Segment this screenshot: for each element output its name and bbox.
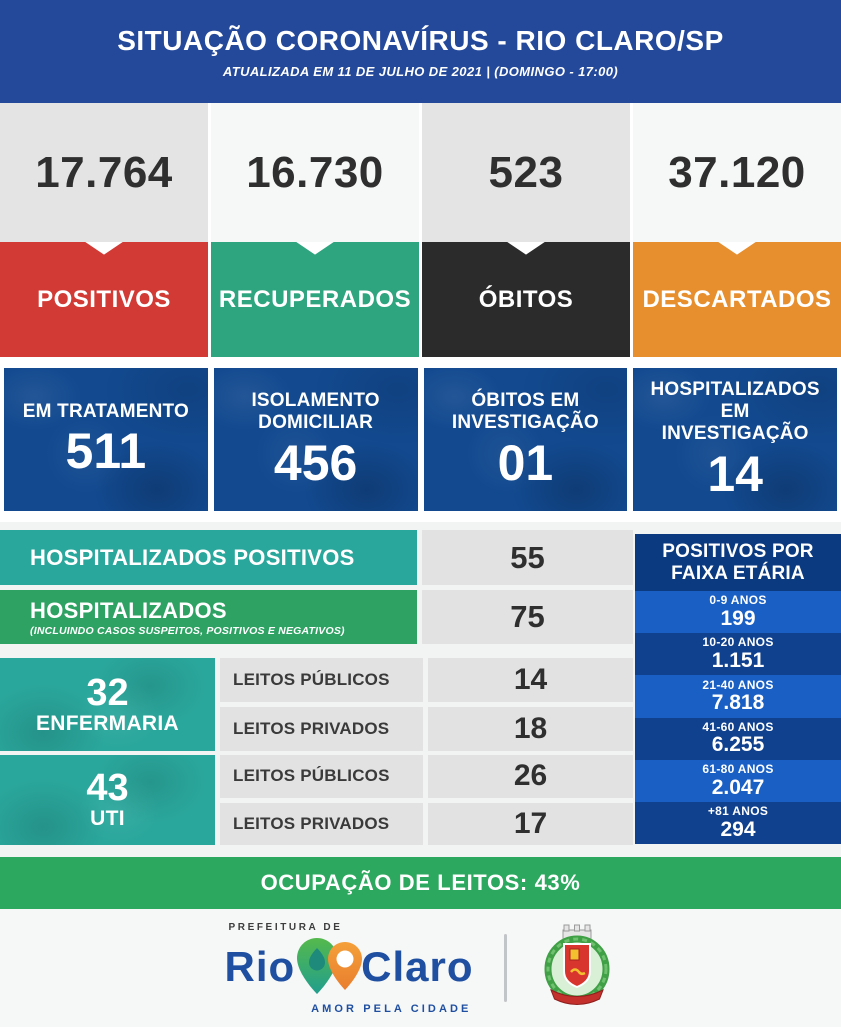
- enfermaria-privados-label: LEITOS PRIVADOS: [220, 707, 423, 751]
- stat-card-recuperados: 16.730 RECUPERADOS: [211, 103, 419, 368]
- logo-rio-text: Rio: [224, 943, 296, 990]
- occupancy-bar: OCUPAÇÃO DE LEITOS: 43%: [0, 857, 841, 909]
- age-value: 294: [720, 817, 756, 841]
- age-row-81-plus: +81 ANOS 294: [635, 801, 841, 845]
- age-label: 0-9 ANOS: [709, 593, 767, 608]
- em-tratamento-label: EM TRATAMENTO: [22, 401, 189, 423]
- age-panel-title: POSITIVOS POR FAIXA ETÁRIA: [635, 534, 841, 591]
- occupancy-label: OCUPAÇÃO DE LEITOS: 43%: [260, 870, 581, 895]
- uti-publicos-value: 26: [428, 755, 633, 798]
- recuperados-label: RECUPERADOS: [211, 242, 419, 357]
- isolamento-value: 456: [273, 434, 358, 491]
- enfermaria-name: ENFERMARIA: [36, 711, 179, 735]
- age-value: 6.255: [711, 733, 765, 757]
- uti-publicos-label: LEITOS PÚBLICOS: [220, 755, 423, 798]
- hosp-total-label: HOSPITALIZADOS (INCLUINDO CASOS SUSPEITO…: [0, 590, 417, 644]
- hospital-section: HOSPITALIZADOS POSITIVOS 55 HOSPITALIZAD…: [0, 522, 841, 845]
- obitos-label: ÓBITOS: [422, 242, 630, 357]
- enfermaria-publicos-value: 14: [428, 658, 633, 702]
- hosp-investigacao-label: HOSPITALIZADOS EM INVESTIGAÇÃO: [650, 378, 820, 445]
- age-row-10-20: 10-20 ANOS 1.151: [635, 633, 841, 676]
- obitos-investigacao-value: 01: [497, 434, 554, 491]
- positivos-label: POSITIVOS: [0, 242, 208, 357]
- page-subtitle: ATUALIZADA EM 11 DE JULHO DE 2021 | (DOM…: [222, 63, 619, 79]
- uti-group: 43 UTI LEITOS PÚBLICOS 26 LEITOS PRIVADO…: [0, 755, 633, 845]
- table-row: LEITOS PÚBLICOS 26: [220, 755, 633, 798]
- card-em-tratamento: EM TRATAMENTO 511: [4, 368, 208, 511]
- logo-divider: [503, 934, 507, 1002]
- map-pin-icon: [293, 936, 369, 1003]
- uti-block: 43 UTI: [0, 755, 215, 845]
- age-label: 61-80 ANOS: [702, 761, 774, 776]
- coat-of-arms-icon: [537, 924, 617, 1013]
- enfermaria-block: 32 ENFERMARIA: [0, 658, 215, 751]
- hosp-total-value: 75: [422, 590, 633, 644]
- headline-stats: 17.764 POSITIVOS 16.730 RECUPERADOS 523 …: [0, 103, 841, 368]
- age-value: 2.047: [711, 775, 765, 799]
- card-hospitalizados-investigacao: HOSPITALIZADOS EM INVESTIGAÇÃO 14: [633, 368, 837, 511]
- age-value: 7.818: [711, 691, 765, 715]
- card-obitos-investigacao: ÓBITOS EM INVESTIGAÇÃO 01: [423, 368, 628, 511]
- logo-claro-text: Claro: [361, 943, 474, 990]
- table-row: LEITOS PÚBLICOS 14: [220, 658, 633, 702]
- logo-tagline: AMOR PELA CIDADE: [311, 1002, 472, 1015]
- age-value: 1.151: [711, 649, 765, 673]
- stat-card-descartados: 37.120 DESCARTADOS: [633, 103, 841, 368]
- prefeitura-logo: PREFEITURA DE Rio: [224, 922, 473, 1015]
- age-row-41-60: 41-60 ANOS 6.255: [635, 717, 841, 760]
- footer: PREFEITURA DE Rio: [0, 909, 841, 1027]
- stat-card-positivos: 17.764 POSITIVOS: [0, 103, 208, 368]
- hosp-positivos-label: HOSPITALIZADOS POSITIVOS: [0, 530, 417, 585]
- page-title: SITUAÇÃO CORONAVÍRUS - RIO CLARO/SP: [117, 24, 724, 56]
- table-row: LEITOS PRIVADOS 18: [220, 707, 633, 751]
- isolamento-label: ISOLAMENTO DOMICILIAR: [251, 389, 380, 434]
- obitos-investigacao-label: ÓBITOS EM INVESTIGAÇÃO: [451, 389, 599, 434]
- age-row-21-40: 21-40 ANOS 7.818: [635, 675, 841, 718]
- positivos-value: 17.764: [0, 103, 208, 242]
- age-label: 41-60 ANOS: [702, 719, 774, 734]
- hosp-positivos-value: 55: [422, 530, 633, 585]
- descartados-value: 37.120: [633, 103, 841, 242]
- recuperados-value: 16.730: [211, 103, 419, 242]
- em-tratamento-value: 511: [65, 423, 147, 480]
- enfermaria-count: 32: [86, 671, 129, 714]
- row-hospitalizados-total: HOSPITALIZADOS (INCLUINDO CASOS SUSPEITO…: [0, 590, 633, 644]
- age-distribution-panel: POSITIVOS POR FAIXA ETÁRIA 0-9 ANOS 199 …: [635, 534, 841, 845]
- logo-wordmark: Rio: [224, 934, 473, 1001]
- logo-pretitle: PREFEITURA DE: [228, 921, 343, 933]
- uti-rows: LEITOS PÚBLICOS 26 LEITOS PRIVADOS 17: [220, 755, 633, 845]
- hospital-table: HOSPITALIZADOS POSITIVOS 55 HOSPITALIZAD…: [0, 530, 633, 845]
- card-isolamento-domiciliar: ISOLAMENTO DOMICILIAR 456: [213, 368, 418, 511]
- header: SITUAÇÃO CORONAVÍRUS - RIO CLARO/SP ATUA…: [0, 0, 841, 103]
- age-label: 10-20 ANOS: [702, 635, 774, 650]
- age-row-0-9: 0-9 ANOS 199: [635, 591, 841, 634]
- uti-count: 43: [86, 767, 129, 810]
- uti-privados-label: LEITOS PRIVADOS: [220, 802, 423, 845]
- enfermaria-privados-value: 18: [428, 707, 633, 751]
- descartados-label: DESCARTADOS: [633, 242, 841, 357]
- hosp-investigacao-value: 14: [707, 445, 763, 502]
- obitos-value: 523: [422, 103, 630, 242]
- hosp-total-label-main: HOSPITALIZADOS: [30, 597, 227, 623]
- age-label: +81 ANOS: [707, 804, 769, 819]
- table-row: LEITOS PRIVADOS 17: [220, 802, 633, 845]
- hosp-total-label-sub: (INCLUINDO CASOS SUSPEITOS, POSITIVOS E …: [30, 624, 345, 637]
- enfermaria-group: 32 ENFERMARIA LEITOS PÚBLICOS 14 LEITOS …: [0, 658, 633, 751]
- row-hospitalizados-positivos: HOSPITALIZADOS POSITIVOS 55: [0, 530, 633, 585]
- uti-privados-value: 17: [428, 802, 633, 845]
- enfermaria-publicos-label: LEITOS PÚBLICOS: [220, 658, 423, 702]
- uti-name: UTI: [90, 807, 125, 831]
- age-label: 21-40 ANOS: [702, 677, 774, 692]
- stat-card-obitos: 523 ÓBITOS: [422, 103, 630, 368]
- enfermaria-rows: LEITOS PÚBLICOS 14 LEITOS PRIVADOS 18: [220, 658, 633, 751]
- investigation-cards: EM TRATAMENTO 511 ISOLAMENTO DOMICILIAR …: [0, 368, 841, 522]
- age-row-61-80: 61-80 ANOS 2.047: [635, 759, 841, 802]
- age-value: 199: [720, 606, 756, 630]
